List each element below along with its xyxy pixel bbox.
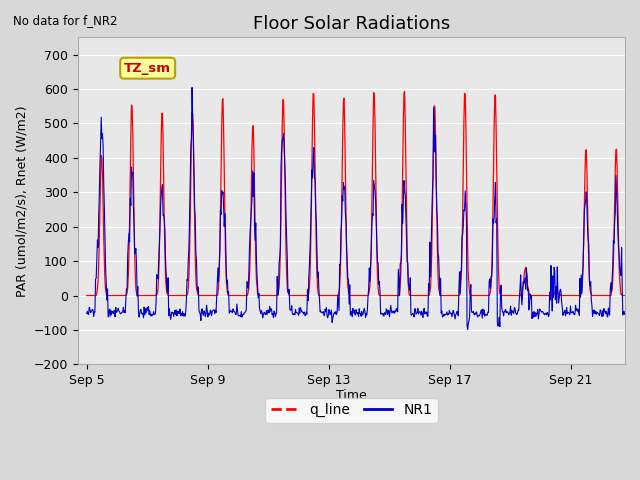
Text: TZ_sm: TZ_sm	[124, 61, 171, 75]
Legend: q_line, NR1: q_line, NR1	[265, 397, 438, 423]
Title: Floor Solar Radiations: Floor Solar Radiations	[253, 15, 450, 33]
Text: No data for f_NR2: No data for f_NR2	[13, 14, 117, 27]
X-axis label: Time: Time	[336, 388, 367, 402]
Y-axis label: PAR (umol/m2/s), Rnet (W/m2): PAR (umol/m2/s), Rnet (W/m2)	[15, 105, 28, 297]
